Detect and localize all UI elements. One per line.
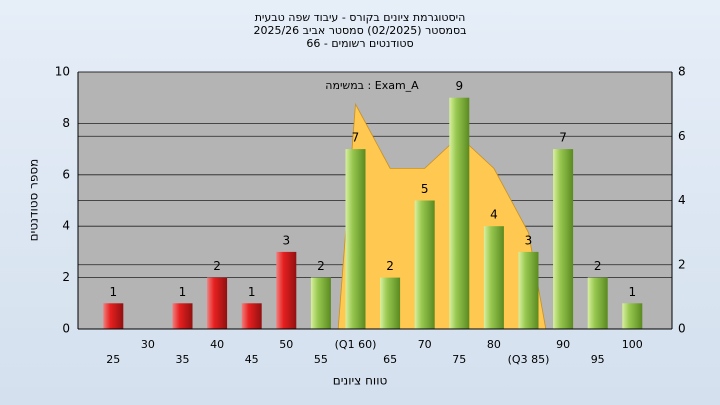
value-label: 2: [386, 259, 394, 273]
bar: [276, 251, 297, 329]
chart-subtitle: סטודנטים רשומים - 66: [306, 37, 413, 50]
bar: [172, 303, 193, 329]
y2-tick-label: 6: [678, 129, 686, 143]
value-label: 7: [352, 131, 360, 145]
bar: [553, 149, 574, 329]
annotation: במשימה : Exam_A: [325, 79, 419, 92]
bar: [622, 303, 643, 329]
x-axis-label: טווח ציונים: [333, 374, 388, 388]
x-tick-label: 80: [487, 338, 501, 351]
y-tick-label: 6: [62, 167, 70, 181]
y-axis-label: מספר סטודנטים: [27, 159, 41, 242]
x-tick-label: 35: [176, 353, 190, 366]
y2-tick-label: 2: [678, 257, 686, 271]
bar: [518, 251, 539, 329]
y2-tick-label: 8: [678, 65, 686, 79]
value-label: 5: [421, 182, 429, 196]
bar: [207, 277, 228, 329]
y-tick-label: 8: [62, 116, 70, 130]
x-tick-label: 50: [279, 338, 293, 351]
value-label: 2: [317, 259, 325, 273]
x-tick-label: 25: [106, 353, 120, 366]
value-label: 3: [282, 233, 290, 247]
x-tick-label: 70: [418, 338, 432, 351]
bar: [587, 277, 608, 329]
value-label: 1: [109, 285, 117, 299]
value-label: 3: [525, 233, 533, 247]
bar: [449, 97, 470, 329]
x-tick-label: 95: [591, 353, 605, 366]
bar: [414, 200, 435, 329]
y-tick-label: 4: [62, 219, 70, 233]
value-label: 7: [559, 131, 567, 145]
value-label: 2: [213, 259, 221, 273]
bar: [103, 303, 124, 329]
bar: [380, 277, 401, 329]
value-label: 9: [455, 79, 463, 93]
value-label: 1: [248, 285, 256, 299]
bar: [345, 149, 366, 329]
x-tick-label: 90: [556, 338, 570, 351]
bar: [310, 277, 331, 329]
y2-tick-label: 4: [678, 193, 686, 207]
value-label: 4: [490, 208, 498, 222]
value-label: 1: [179, 285, 187, 299]
x-tick-label: 75: [452, 353, 466, 366]
chart-title: היסטוגרמת ציונים בקורס - עיבוד שפה טבעית: [255, 11, 466, 24]
x-tick-label: (Q1 60): [335, 338, 377, 351]
x-tick-label: 40: [210, 338, 224, 351]
y-tick-label: 2: [62, 270, 70, 284]
y-tick-label: 0: [62, 322, 70, 336]
y2-tick-label: 0: [678, 322, 686, 336]
bar: [241, 303, 262, 329]
chart-subtitle: בסמסטר (02/2025) סמסטר אביב 2025/26: [253, 24, 466, 37]
x-tick-label: 100: [622, 338, 643, 351]
x-tick-label: (Q3 85): [508, 353, 550, 366]
x-tick-label: 45: [245, 353, 259, 366]
x-tick-label: 55: [314, 353, 328, 366]
value-label: 1: [628, 285, 636, 299]
y-tick-label: 10: [55, 65, 70, 79]
x-tick-label: 30: [141, 338, 155, 351]
bar: [483, 226, 504, 329]
value-label: 2: [594, 259, 602, 273]
x-tick-label: 65: [383, 353, 397, 366]
